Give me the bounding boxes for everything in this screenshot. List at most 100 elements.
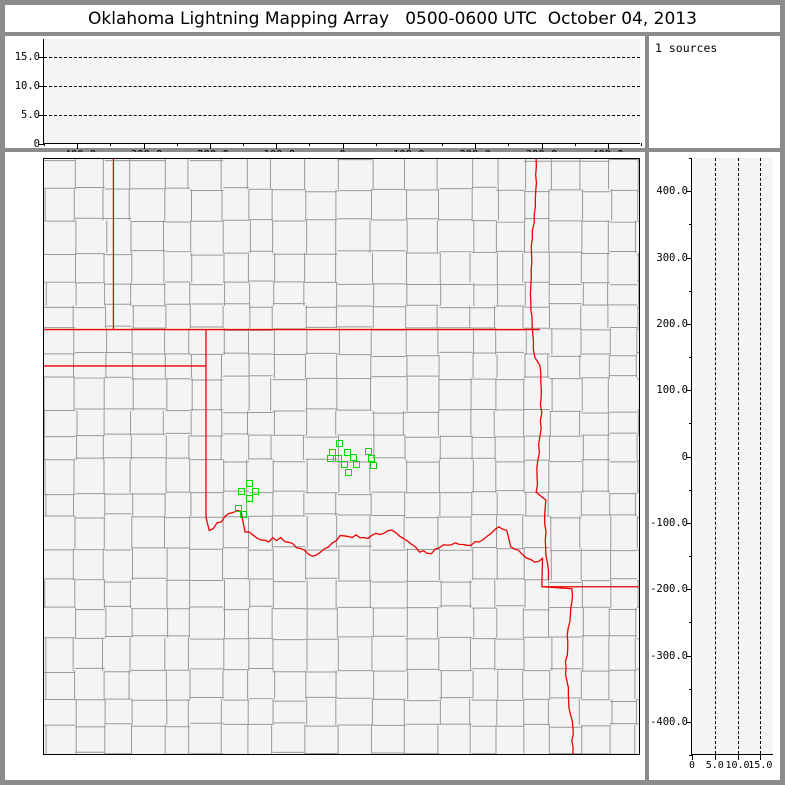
y-tick-label: 400.0 xyxy=(656,185,688,198)
x-tick-mark xyxy=(143,143,145,149)
x-tick-mark-minor xyxy=(442,143,443,146)
y-tick-label: -300.0 xyxy=(650,649,688,662)
x-tick-mark xyxy=(607,143,609,149)
y-tick-label: 0 xyxy=(681,450,688,463)
x-tick-mark xyxy=(210,754,211,755)
x-tick-mark xyxy=(541,143,543,149)
source-marker xyxy=(245,480,253,488)
x-tick-label: 5.0 xyxy=(705,760,724,771)
x-tick-mark-minor xyxy=(110,754,111,755)
y-tick-mark-right xyxy=(639,723,640,724)
source-count-panel: 1 sources xyxy=(649,36,780,148)
x-tick-mark-minor xyxy=(442,754,443,755)
y-tick-label: -400.0 xyxy=(650,715,688,728)
y-tick-mark xyxy=(43,723,44,724)
y-tick-mark-right xyxy=(639,325,640,326)
time-height-panel[interactable]: 15.010.05.00-400.0-300.0-200.0-100.00100… xyxy=(5,36,645,161)
plan-view-map-panel[interactable]: 400.0300.0200.0100.00-100.0-200.0-300.0-… xyxy=(5,152,645,780)
y-tick-mark-minor xyxy=(689,622,692,624)
source-marker xyxy=(335,440,343,448)
y-tick-mark-minor-right xyxy=(639,491,640,492)
x-tick-mark-minor xyxy=(44,143,45,146)
source-marker xyxy=(365,447,373,455)
y-tick-label: 10.0 xyxy=(14,79,40,92)
y-tick-mark xyxy=(38,144,44,145)
y-tick-mark-minor-right xyxy=(639,225,640,226)
x-tick-mark xyxy=(760,754,762,760)
y-tick-mark xyxy=(686,655,692,657)
x-tick-mark xyxy=(714,754,716,760)
x-tick-mark-minor xyxy=(309,143,311,146)
y-tick-mark-right xyxy=(639,391,640,392)
source-marker xyxy=(343,448,351,456)
x-tick-label: 10.0 xyxy=(725,760,750,771)
source-marker xyxy=(237,487,245,495)
y-tick-mark-minor xyxy=(689,158,692,159)
y-tick-mark-minor xyxy=(689,755,692,756)
y-tick-mark xyxy=(686,191,692,193)
time-height-plot-area[interactable]: 15.010.05.00-400.0-300.0-200.0-100.00100… xyxy=(15,39,642,161)
y-tick-mark-right xyxy=(639,590,640,591)
x-tick-label: 15.0 xyxy=(748,760,773,771)
x-tick-mark xyxy=(542,754,543,755)
east-west-plot-area[interactable]: 400.0 300.0 200.0 100.0 0 -100.0 -200.0 -300.0 -… xyxy=(650,158,773,771)
y-tick-mark-right xyxy=(639,259,640,260)
x-tick-label: 0 xyxy=(688,760,696,771)
x-tick-mark-minor xyxy=(375,143,377,146)
y-tick-mark xyxy=(43,391,44,392)
source-marker xyxy=(370,462,378,470)
source-count-label: 1 sources xyxy=(655,41,718,55)
title-bar: Oklahoma Lightning Mapping Array 0500-06… xyxy=(5,5,780,32)
y-tick-mark-minor-right xyxy=(639,358,640,359)
plan-view-plot-area[interactable]: 400.0300.0200.0100.00-100.0-200.0-300.0-… xyxy=(43,158,640,755)
y-tick-mark xyxy=(38,85,44,87)
gridline-vertical xyxy=(714,158,716,754)
gridline-horizontal xyxy=(44,114,640,116)
x-tick-mark-minor xyxy=(110,143,112,146)
x-tick-mark xyxy=(77,143,79,149)
y-tick-mark-right xyxy=(639,192,640,193)
y-tick-mark-minor-right xyxy=(639,690,640,691)
y-tick-mark xyxy=(43,458,44,459)
y-tick-label: 5.0 xyxy=(21,108,40,121)
x-tick-mark xyxy=(475,754,476,755)
y-tick-mark-minor xyxy=(43,424,44,425)
source-marker xyxy=(251,487,259,495)
x-tick-mark xyxy=(144,754,145,755)
y-tick-mark xyxy=(686,721,692,723)
x-tick-mark xyxy=(276,754,277,755)
source-marker xyxy=(349,453,357,461)
source-marker xyxy=(341,461,349,469)
x-tick-mark-minor xyxy=(176,143,178,146)
y-tick-mark-minor-right xyxy=(639,159,640,160)
y-tick-mark-minor xyxy=(689,556,692,557)
y-tick-mark-minor xyxy=(43,159,44,160)
y-tick-mark xyxy=(686,257,692,259)
y-tick-mark-minor xyxy=(43,225,44,226)
source-marker xyxy=(239,510,247,518)
y-tick-mark-right xyxy=(639,524,640,525)
x-tick-mark-minor xyxy=(376,754,377,755)
east-west-panel[interactable]: 400.0 300.0 200.0 100.0 0 -100.0 -200.0 -300.0 -… xyxy=(649,152,780,780)
y-tick-mark xyxy=(686,456,692,458)
y-tick-label: -100.0 xyxy=(650,516,688,529)
x-tick-mark xyxy=(276,143,278,149)
source-marker xyxy=(245,495,253,503)
x-tick-mark-minor xyxy=(641,143,642,146)
x-tick-mark-minor xyxy=(243,754,244,755)
x-tick-mark xyxy=(692,754,693,760)
source-marker xyxy=(368,455,376,463)
y-tick-mark-minor xyxy=(689,357,692,358)
y-tick-mark-minor xyxy=(689,423,692,425)
source-marker xyxy=(345,469,353,477)
y-tick-mark-right xyxy=(639,458,640,459)
y-tick-label: 100.0 xyxy=(656,384,688,397)
y-tick-mark xyxy=(43,192,44,193)
x-tick-mark-minor xyxy=(508,143,510,146)
x-tick-mark-minor xyxy=(575,754,576,755)
y-tick-label: 0 xyxy=(33,138,40,150)
source-marker xyxy=(353,461,361,469)
y-tick-mark xyxy=(686,323,692,325)
y-tick-mark xyxy=(38,56,44,58)
